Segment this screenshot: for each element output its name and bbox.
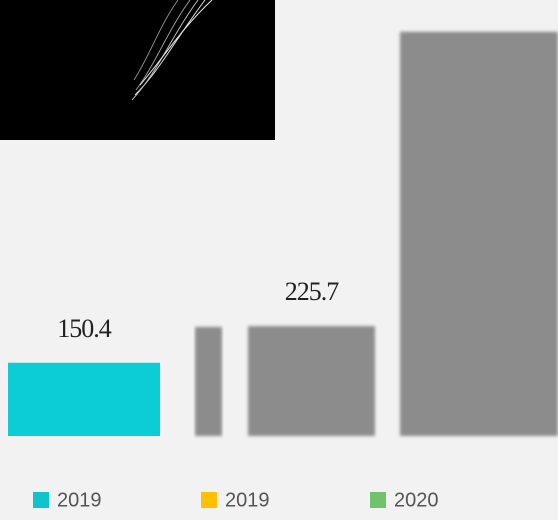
legend-swatch — [33, 492, 49, 508]
legend-label: 2019 — [225, 489, 270, 511]
bar — [8, 363, 160, 436]
legend-swatch — [370, 492, 386, 508]
bar — [400, 32, 558, 436]
legend-label: 2020 — [394, 489, 439, 511]
value-label: 150.4 — [57, 314, 112, 343]
legend-swatch — [201, 492, 217, 508]
bar — [195, 327, 222, 436]
photo — [0, 0, 275, 140]
value-label: 225.7 — [285, 277, 340, 306]
slide: 150.4 225.7 2019 2019 2020 — [0, 0, 558, 520]
page: {"chart_data": {"type": "bar", "categori… — [0, 0, 558, 520]
legend-label: 2019 — [57, 489, 102, 511]
bar — [248, 326, 375, 436]
